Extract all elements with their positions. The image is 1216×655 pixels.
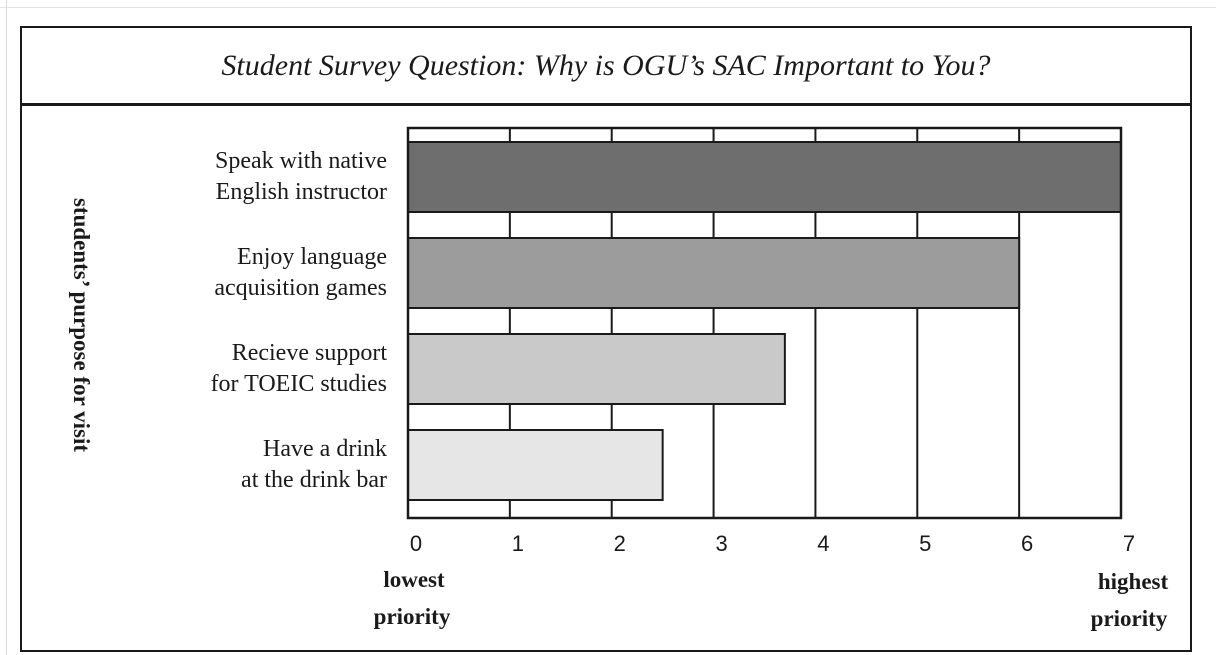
category-label: Speak with native [215, 148, 387, 174]
x-tick-label: 3 [715, 531, 727, 556]
title-box: Student Survey Question: Why is OGU’s SA… [22, 28, 1190, 106]
chart-title: Student Survey Question: Why is OGU’s SA… [221, 48, 991, 82]
bar [407, 237, 1021, 309]
x-high-label-line-2: priority [1091, 606, 1168, 631]
x-tick-labels: 0 1 2 3 4 5 6 7 [410, 531, 1135, 556]
category-label: at the drink bar [241, 467, 387, 493]
x-low-label-line-2: priority [374, 604, 451, 629]
bar [407, 141, 1122, 213]
x-tick-label: 1 [512, 531, 524, 556]
x-tick-label: 0 [410, 531, 422, 556]
bar [407, 429, 664, 501]
x-tick-label: 7 [1123, 531, 1135, 556]
top-border-line [0, 7, 1216, 8]
category-label: Have a drink [263, 436, 387, 462]
category-label: for TOEIC studies [211, 371, 387, 397]
category-labels: Speak with native English instructor Enjoy… [211, 148, 388, 493]
x-tick-label: 4 [817, 531, 829, 556]
bar [407, 333, 786, 405]
x-high-label-line-1: highest [1098, 569, 1169, 594]
x-tick-label: 6 [1021, 531, 1033, 556]
plot-area-border [406, 126, 1123, 520]
bars [407, 141, 1122, 501]
left-border-line [6, 0, 7, 655]
y-axis-title: students’ purpose for visit [69, 198, 94, 452]
x-tick-label: 5 [919, 531, 931, 556]
x-tick-label: 2 [614, 531, 626, 556]
category-label: Enjoy language [237, 244, 387, 270]
category-label: English instructor [216, 179, 387, 205]
x-low-label-line-1: lowest [383, 567, 445, 592]
category-label: acquisition games [214, 275, 387, 301]
category-label: Recieve support [232, 340, 388, 366]
